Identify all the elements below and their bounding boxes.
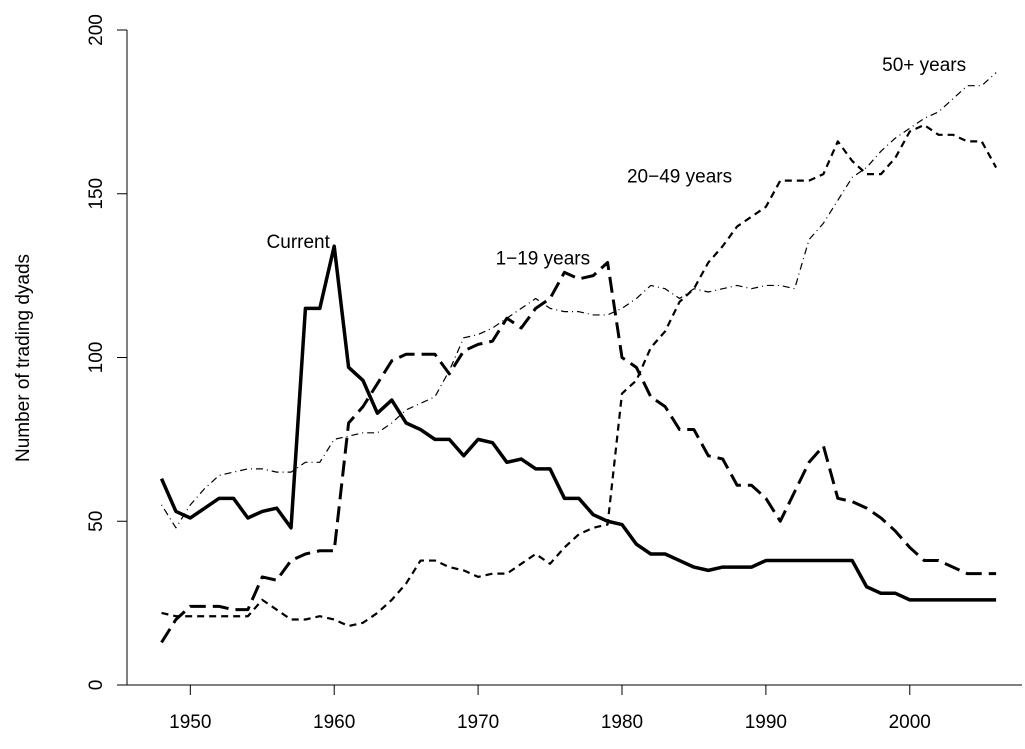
y-tick-label: 200 [86, 14, 107, 46]
series-label: 50+ years [882, 55, 966, 76]
series-label: 1−19 years [496, 248, 591, 269]
y-axis-label: Number of trading dyads [13, 254, 34, 462]
series-line [161, 123, 998, 628]
y-tick-label: 100 [86, 342, 107, 374]
x-tick-label: 1960 [313, 712, 355, 733]
series-label: 20−49 years [627, 166, 732, 187]
series-line [161, 72, 997, 529]
x-tick-label: 1970 [457, 712, 499, 733]
y-tick-label: 150 [86, 178, 107, 210]
y-tick-label: 0 [86, 680, 107, 691]
y-tick-label: 50 [86, 511, 107, 532]
x-tick-label: 1990 [745, 712, 787, 733]
x-tick-label: 1980 [601, 712, 643, 733]
series-line [159, 244, 997, 602]
series-label: Current [267, 232, 331, 253]
x-tick-label: 1950 [169, 712, 211, 733]
series-line [160, 261, 997, 644]
x-tick-label: 2000 [889, 712, 931, 733]
